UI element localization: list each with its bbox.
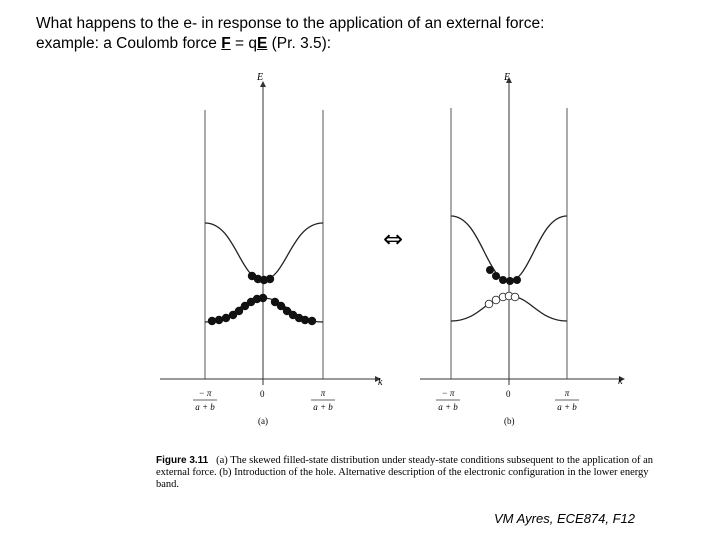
filled-states-lower-a [207, 293, 317, 326]
force-symbol: F [221, 35, 231, 52]
origin-label-a: 0 [260, 389, 265, 399]
equals-q: = q [230, 35, 257, 52]
electron-dot [307, 316, 317, 326]
electron-dot [513, 276, 521, 284]
k-axis-label-b: k [618, 376, 623, 387]
electron-dot [214, 315, 224, 325]
panel-b-label: (b) [504, 416, 515, 426]
electron-dot [486, 266, 494, 274]
right-boundary-num-b: π [565, 388, 570, 398]
heading-line-2-pre: example: a Coulomb force [36, 35, 222, 52]
electron-dot [270, 297, 280, 307]
k-axis-label-a: k [378, 377, 383, 388]
e-axis-label-a: E [256, 72, 263, 83]
right-boundary-den-b: a + b [557, 402, 577, 412]
heading-line-2: example: a Coulomb force F = qE (Pr. 3.5… [36, 34, 696, 54]
left-boundary-num-b: − π [442, 388, 455, 398]
hole-circle [484, 299, 494, 309]
electron-dot [234, 306, 244, 316]
electron-dot [300, 315, 310, 325]
equivalence-arrow-icon: ⇔ [383, 225, 403, 253]
e-axis-label-b: E [503, 72, 510, 83]
figure-caption: Figure 3.11 (a) The skewed filled-state … [156, 455, 656, 491]
slide-footer: VM Ayres, ECE874, F12 [494, 511, 636, 526]
slide-heading: What happens to the e- in response to th… [36, 14, 696, 54]
hole-circle [510, 292, 520, 302]
electron-dot [207, 316, 217, 326]
filled-states-upper-b [486, 266, 521, 285]
figure-number: Figure 3.11 [156, 455, 209, 466]
left-boundary-num-a: − π [199, 388, 212, 398]
electron-dot [240, 301, 250, 311]
electron-dot [221, 313, 231, 323]
electron-dot [492, 272, 500, 280]
electron-dot [506, 277, 514, 285]
field-symbol: E [257, 35, 268, 52]
filled-states-upper-a [247, 271, 275, 285]
electron-dot [265, 274, 275, 284]
left-boundary-den-b: a + b [438, 402, 458, 412]
right-boundary-num-a: π [321, 388, 326, 398]
electron-dot [282, 306, 292, 316]
upper-band-a [204, 222, 324, 281]
electron-dot [499, 276, 507, 284]
right-boundary-den-a: a + b [313, 402, 333, 412]
electron-dot [228, 310, 238, 320]
left-boundary-den-a: a + b [195, 402, 215, 412]
origin-label-b: 0 [506, 389, 511, 399]
empty-states-holes-b [484, 291, 520, 309]
panel-a: E k 0 − π a + b π a + b (a) [160, 72, 383, 426]
electron-dot [276, 301, 286, 311]
panel-a-label: (a) [258, 416, 268, 426]
electron-dot [258, 293, 268, 303]
heading-line-1: What happens to the e- in response to th… [36, 15, 545, 32]
hole-circle [491, 295, 501, 305]
panel-b: E k 0 − π a + b π a + b (b) [420, 72, 625, 426]
heading-line-2-post: (Pr. 3.5): [267, 35, 332, 52]
caption-text: (a) The skewed filled-state distribution… [156, 455, 654, 490]
